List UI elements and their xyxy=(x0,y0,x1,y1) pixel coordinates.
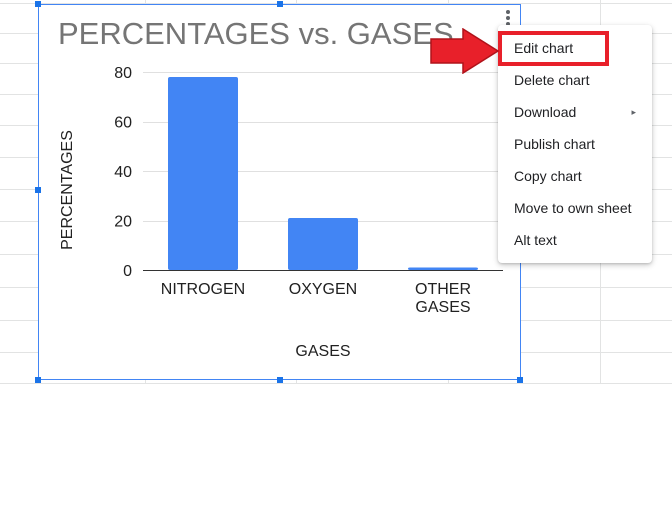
x-axis-title: GASES xyxy=(295,343,350,360)
x-tick-label: OTHER xyxy=(415,281,471,298)
menu-item-label: Download xyxy=(514,104,577,120)
menu-item-label: Move to own sheet xyxy=(514,200,632,216)
menu-item-move-to-own-sheet[interactable]: Move to own sheet xyxy=(498,192,652,224)
menu-item-copy-chart[interactable]: Copy chart xyxy=(498,160,652,192)
chart-object[interactable] xyxy=(38,4,521,380)
resize-handle-bottom-middle[interactable] xyxy=(277,377,283,383)
submenu-arrow-icon: ▸ xyxy=(631,107,636,117)
y-tick-label: 60 xyxy=(114,115,132,132)
menu-item-edit-chart[interactable]: Edit chart xyxy=(498,32,652,64)
chart-more-options-icon[interactable] xyxy=(500,8,516,28)
annotation-highlight-box xyxy=(498,31,609,66)
menu-item-label: Publish chart xyxy=(514,136,595,152)
chart-title: PERCENTAGES vs. GASES xyxy=(58,16,454,51)
menu-item-label: Alt text xyxy=(514,232,557,248)
menu-item-label: Copy chart xyxy=(514,168,582,184)
menu-item-publish-chart[interactable]: Publish chart xyxy=(498,128,652,160)
resize-handle-bottom-left[interactable] xyxy=(35,377,41,383)
y-axis-title: PERCENTAGES xyxy=(59,130,76,250)
menu-item-label: Delete chart xyxy=(514,72,590,88)
menu-item-label: Edit chart xyxy=(514,40,574,56)
annotation-arrow-icon xyxy=(430,28,500,74)
bar xyxy=(408,267,478,270)
resize-handle-top-middle[interactable] xyxy=(277,1,283,7)
y-tick-label: 40 xyxy=(114,164,132,181)
y-tick-label: 80 xyxy=(114,65,132,82)
bar xyxy=(288,218,358,270)
resize-handle-bottom-right[interactable] xyxy=(517,377,523,383)
y-tick-label: 20 xyxy=(114,214,132,231)
blank-sheet-area xyxy=(0,384,672,522)
bar xyxy=(168,76,238,270)
menu-item-download[interactable]: Download ▸ xyxy=(498,96,652,128)
y-tick-label: 0 xyxy=(123,263,132,280)
x-tick-label: NITROGEN xyxy=(161,281,245,298)
x-tick-label: OXYGEN xyxy=(289,281,357,298)
menu-item-alt-text[interactable]: Alt text xyxy=(498,224,652,256)
resize-handle-left-middle[interactable] xyxy=(35,187,41,193)
x-tick-label: GASES xyxy=(415,299,470,316)
resize-handle-top-left[interactable] xyxy=(35,1,41,7)
menu-item-delete-chart[interactable]: Delete chart xyxy=(498,64,652,96)
